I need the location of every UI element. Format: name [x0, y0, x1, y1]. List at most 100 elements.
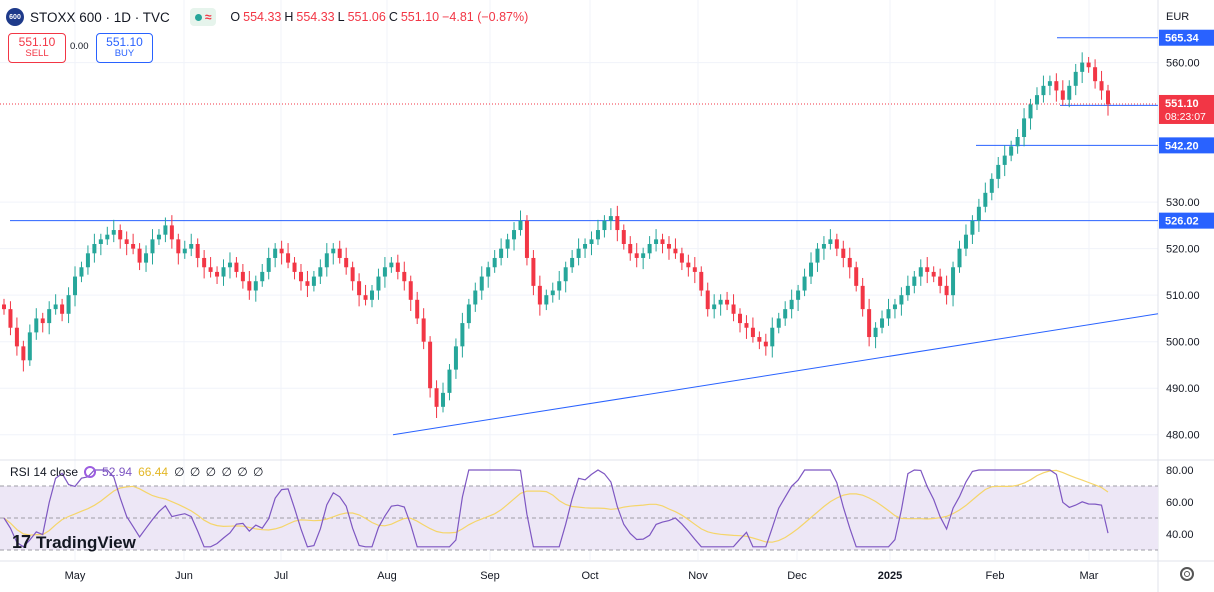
rising-trendline	[392, 313, 1159, 436]
candle-body	[666, 244, 671, 249]
price-tag-542-text: 542.20	[1165, 140, 1199, 152]
candle-body	[847, 257, 852, 268]
candle-body	[85, 253, 90, 268]
candle-body	[583, 244, 588, 249]
candle-body	[834, 239, 839, 249]
time-tick-label: Jul	[274, 570, 288, 582]
price-tick-label: 500.00	[1166, 337, 1200, 349]
candle-body	[789, 299, 794, 310]
currency-selector[interactable]: EUR	[1166, 11, 1190, 23]
price-tick-label: 480.00	[1166, 430, 1200, 442]
symbol-icon[interactable]: 600	[6, 8, 24, 26]
candle-body	[796, 290, 801, 300]
time-tick-label: Aug	[377, 570, 397, 582]
candle-body	[828, 239, 833, 244]
price-tick-label: 530.00	[1166, 197, 1200, 209]
high-label: H	[284, 10, 294, 24]
buy-button[interactable]: 551.10 BUY	[96, 33, 153, 63]
change-value: −4.81 (−0.87%)	[442, 10, 529, 24]
candle-body	[712, 304, 717, 310]
candle-body	[686, 262, 691, 268]
candle-body	[1080, 62, 1085, 72]
sell-button[interactable]: 551.10 SELL	[8, 33, 66, 63]
candle-body	[92, 244, 97, 254]
candle-body	[531, 257, 536, 286]
trendline	[392, 313, 1159, 436]
candle-body	[221, 267, 226, 277]
candle-body	[589, 239, 594, 244]
candle-body	[382, 267, 387, 277]
candle-body	[60, 304, 65, 314]
price-tag-565-bg	[1159, 29, 1214, 46]
candle-body	[570, 257, 575, 268]
candle-body	[163, 225, 168, 235]
candle-body	[628, 244, 633, 254]
price-tag-526: 526.02	[1159, 212, 1214, 229]
candle-body	[118, 230, 123, 240]
candle-body	[1015, 137, 1020, 147]
candle-body	[809, 262, 814, 277]
gear-icon[interactable]	[1180, 567, 1194, 581]
candle-body	[705, 290, 710, 310]
candle-body	[983, 192, 988, 207]
candle-body	[492, 257, 497, 268]
candle-body	[673, 248, 678, 254]
candle-body	[1106, 90, 1110, 105]
candle-body	[1041, 85, 1046, 96]
candle-body	[1086, 62, 1091, 68]
candle-body	[1067, 85, 1072, 100]
sell-price: 551.10	[18, 35, 56, 49]
rsi-ma-value: 66.44	[138, 465, 169, 479]
candle-body	[550, 290, 555, 296]
symbol-title[interactable]: STOXX 600 · 1D · TVC	[30, 9, 170, 25]
candle-body	[357, 281, 362, 296]
tradingview-logo[interactable]: 17 TradingView	[12, 532, 136, 553]
countdown-text: 08:23:07	[1165, 111, 1206, 123]
time-tick-label: Dec	[787, 570, 807, 582]
candle-body	[344, 257, 349, 268]
candle-body	[951, 267, 956, 296]
price-tag-565: 565.34	[1159, 29, 1214, 46]
candle-body	[938, 276, 943, 286]
candle-body	[1099, 81, 1104, 91]
candle-body	[215, 271, 220, 277]
candle-body	[744, 323, 749, 328]
current-price-text: 551.10	[1165, 98, 1199, 110]
price-tick-label: 520.00	[1166, 244, 1200, 256]
rsi-tick-label: 80.00	[1166, 465, 1194, 477]
candle-body	[725, 299, 730, 305]
candle-body	[66, 295, 71, 314]
spread-value: 0.00	[70, 41, 89, 52]
buy-price: 551.10	[106, 35, 143, 49]
candle-body	[202, 257, 207, 268]
candle-body	[1009, 146, 1014, 156]
candle-body	[918, 267, 923, 277]
candle-body	[350, 267, 355, 282]
rsi-label[interactable]: RSI 14 close	[10, 465, 79, 479]
rsi-indicator-icon[interactable]	[84, 466, 97, 478]
low-value: 551.06	[347, 10, 386, 24]
chart-header: 600 STOXX 600 · 1D · TVC ≈ O 554.33 H 554.…	[6, 6, 528, 28]
candle-body	[253, 281, 258, 291]
candle-body	[21, 346, 26, 361]
rsi-ma-line	[3, 469, 1109, 543]
candle-body	[783, 309, 788, 319]
rsi-band	[0, 486, 1158, 550]
candle-body	[124, 239, 129, 244]
candle-body	[654, 239, 659, 244]
candle-body	[718, 299, 723, 305]
candle-body	[505, 239, 510, 249]
rsi-value: 52.94	[102, 465, 133, 479]
candle-body	[512, 230, 517, 240]
candle-body	[1028, 104, 1033, 119]
price-tag-542-bg	[1159, 137, 1214, 154]
open-value: 554.33	[243, 10, 282, 24]
candle-body	[389, 262, 394, 268]
candle-body	[176, 239, 181, 254]
market-status[interactable]: ≈	[189, 8, 217, 26]
candle-body	[1060, 90, 1065, 100]
candle-body	[660, 239, 665, 244]
candle-body	[137, 248, 142, 263]
